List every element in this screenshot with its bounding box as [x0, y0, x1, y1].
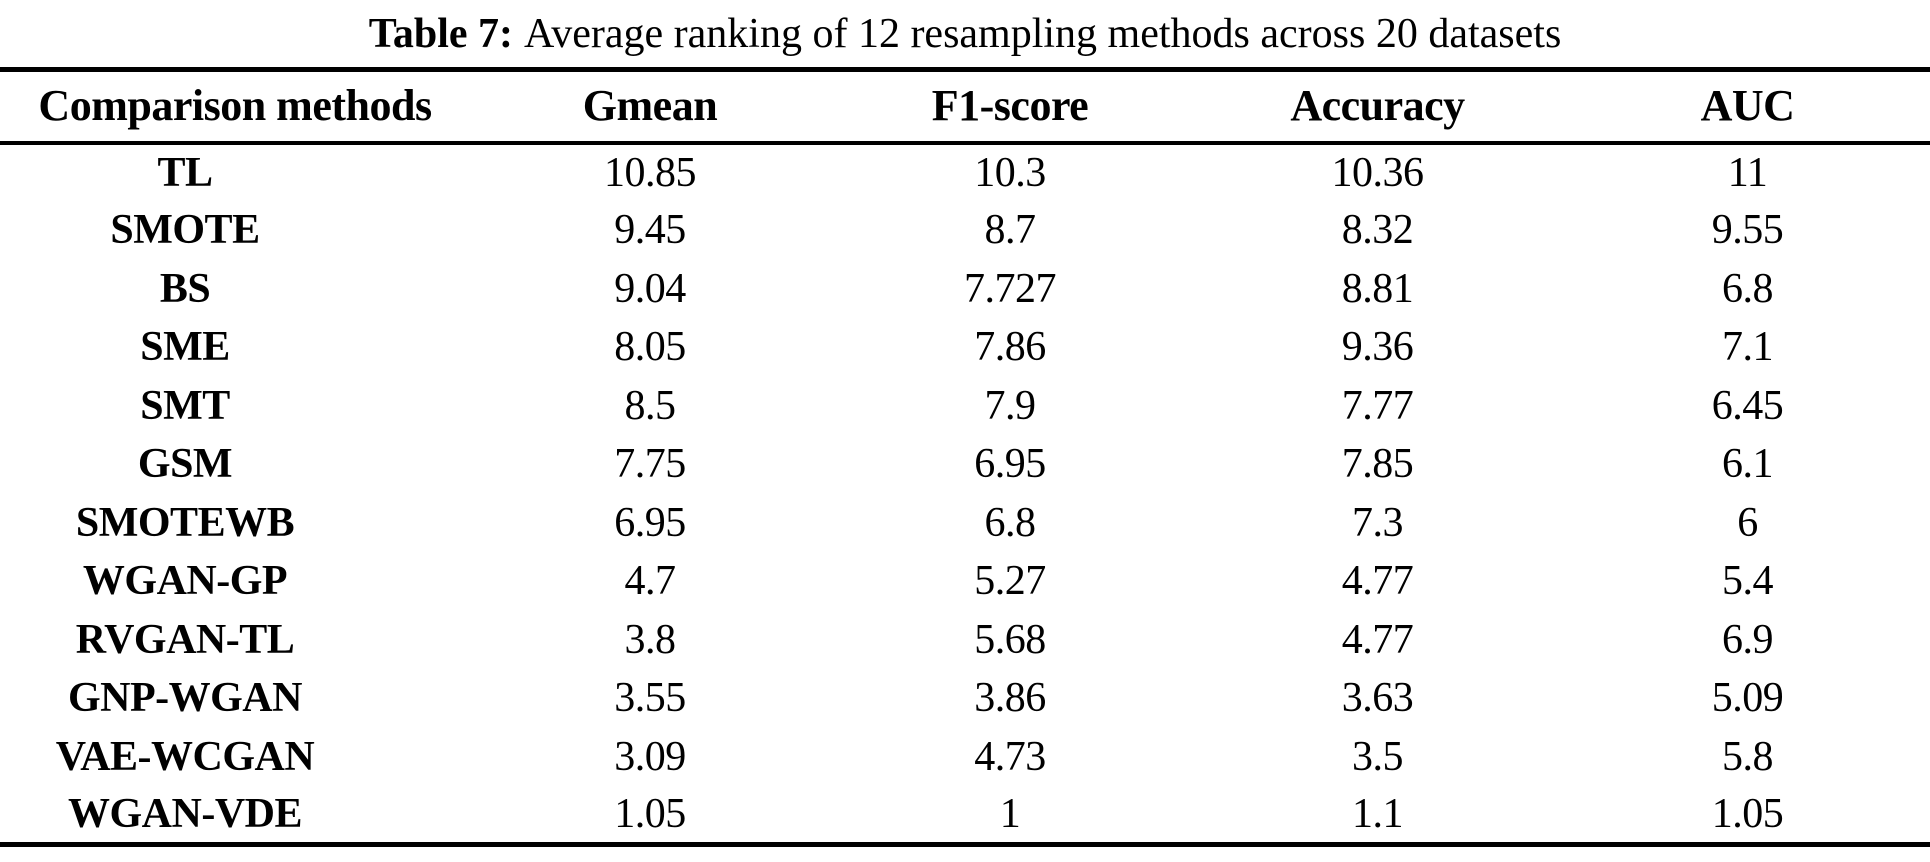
accuracy-value: 4.77 — [1341, 558, 1414, 605]
method-name: SMOTE — [110, 207, 260, 254]
auc-value: 1.05 — [1711, 791, 1784, 837]
table-caption-label: Table 7: — [368, 10, 514, 57]
auc-value: 5.8 — [1722, 733, 1774, 780]
auc-value: 6 — [1737, 499, 1758, 546]
col-header-accuracy: Accuracy — [1290, 81, 1465, 131]
f1-score-value: 1 — [999, 791, 1021, 837]
accuracy-value: 8.81 — [1341, 265, 1414, 312]
table-caption-text: Average ranking of 12 resampling methods… — [524, 10, 1562, 57]
header-row: Comparison methods Gmean F1-score Accura… — [0, 70, 1930, 143]
auc-value: 5.4 — [1722, 558, 1774, 605]
f1-score-value: 3.86 — [974, 675, 1046, 722]
accuracy-value: 10.36 — [1331, 149, 1425, 196]
method-name: SMOTEWB — [75, 499, 295, 546]
gmean-value: 4.7 — [624, 558, 677, 605]
method-name: WGAN-VDE — [68, 791, 303, 837]
f1-score-value: 7.727 — [964, 265, 1057, 312]
table-caption: Table 7: Average ranking of 12 resamplin… — [0, 0, 1930, 67]
table-header: Comparison methods Gmean F1-score Accura… — [0, 70, 1930, 143]
auc-value: 6.8 — [1722, 265, 1774, 312]
gmean-value: 3.55 — [614, 675, 686, 722]
col-header-gmean: Gmean — [582, 81, 718, 131]
table-row: VAE-WCGAN 3.09 4.73 3.5 5.8 — [0, 728, 1930, 787]
f1-score-value: 6.8 — [984, 499, 1037, 546]
table-row: GSM 7.75 6.95 7.85 6.1 — [0, 435, 1930, 494]
accuracy-value: 3.5 — [1352, 733, 1404, 780]
table-row: WGAN-GP 4.7 5.27 4.77 5.4 — [0, 552, 1930, 611]
table-row: SMOTEWB 6.95 6.8 7.3 6 — [0, 494, 1930, 553]
table-row: SME 8.05 7.86 9.36 7.1 — [0, 318, 1930, 377]
col-header-auc: AUC — [1700, 81, 1795, 131]
method-name: SME — [140, 324, 230, 371]
gmean-value: 6.95 — [614, 499, 686, 546]
accuracy-value: 7.3 — [1352, 499, 1404, 546]
auc-value: 9.55 — [1711, 207, 1784, 254]
accuracy-value: 9.36 — [1341, 324, 1414, 371]
method-name: BS — [159, 265, 211, 312]
table-row: GNP-WGAN 3.55 3.86 3.63 5.09 — [0, 669, 1930, 728]
accuracy-value: 4.77 — [1341, 616, 1414, 663]
gmean-value: 3.09 — [614, 733, 686, 780]
gmean-value: 10.85 — [604, 149, 697, 196]
method-name: TL — [157, 149, 213, 196]
method-name: GSM — [137, 441, 233, 488]
table-row: SMOTE 9.45 8.7 8.32 9.55 — [0, 201, 1930, 260]
auc-value: 11 — [1727, 149, 1768, 196]
table-row: WGAN-VDE 1.05 1 1.1 1.05 — [0, 786, 1930, 845]
accuracy-value: 7.77 — [1341, 382, 1414, 429]
accuracy-value: 7.85 — [1341, 441, 1414, 488]
table-row: RVGAN-TL 3.8 5.68 4.77 6.9 — [0, 611, 1930, 670]
f1-score-value: 5.27 — [974, 558, 1046, 605]
accuracy-value: 1.1 — [1352, 791, 1404, 837]
table-row: BS 9.04 7.727 8.81 6.8 — [0, 260, 1930, 319]
f1-score-value: 6.95 — [974, 441, 1046, 488]
auc-value: 6.45 — [1711, 382, 1784, 429]
f1-score-value: 7.86 — [974, 324, 1046, 371]
method-name: GNP-WGAN — [68, 675, 302, 722]
auc-value: 7.1 — [1722, 324, 1774, 371]
ranking-table: Comparison methods Gmean F1-score Accura… — [0, 67, 1930, 847]
gmean-value: 9.45 — [614, 207, 686, 254]
auc-value: 5.09 — [1711, 675, 1784, 722]
f1-score-value: 4.73 — [974, 733, 1046, 780]
auc-value: 6.9 — [1722, 616, 1774, 663]
method-name: VAE-WCGAN — [55, 733, 315, 780]
method-name: SMT — [140, 382, 230, 429]
auc-value: 6.1 — [1722, 441, 1774, 488]
table-row: TL 10.85 10.3 10.36 11 — [0, 143, 1930, 202]
gmean-value: 3.8 — [624, 616, 677, 663]
gmean-value: 9.04 — [614, 265, 686, 312]
table-body: TL 10.85 10.3 10.36 11 SMOTE 9.45 8.7 8.… — [0, 143, 1930, 845]
method-name: WGAN-GP — [82, 558, 288, 605]
col-header-f1-score: F1-score — [931, 81, 1089, 131]
gmean-value: 8.05 — [614, 324, 686, 371]
f1-score-value: 7.9 — [984, 382, 1037, 429]
method-name: RVGAN-TL — [75, 616, 295, 663]
col-header-comparison-methods: Comparison methods — [38, 81, 432, 131]
f1-score-value: 8.7 — [984, 207, 1037, 254]
f1-score-value: 5.68 — [974, 616, 1046, 663]
gmean-value: 7.75 — [614, 441, 686, 488]
table-row: SMT 8.5 7.9 7.77 6.45 — [0, 377, 1930, 436]
accuracy-value: 3.63 — [1341, 675, 1414, 722]
gmean-value: 1.05 — [614, 791, 686, 837]
accuracy-value: 8.32 — [1341, 207, 1414, 254]
gmean-value: 8.5 — [624, 382, 677, 429]
f1-score-value: 10.3 — [974, 149, 1046, 196]
